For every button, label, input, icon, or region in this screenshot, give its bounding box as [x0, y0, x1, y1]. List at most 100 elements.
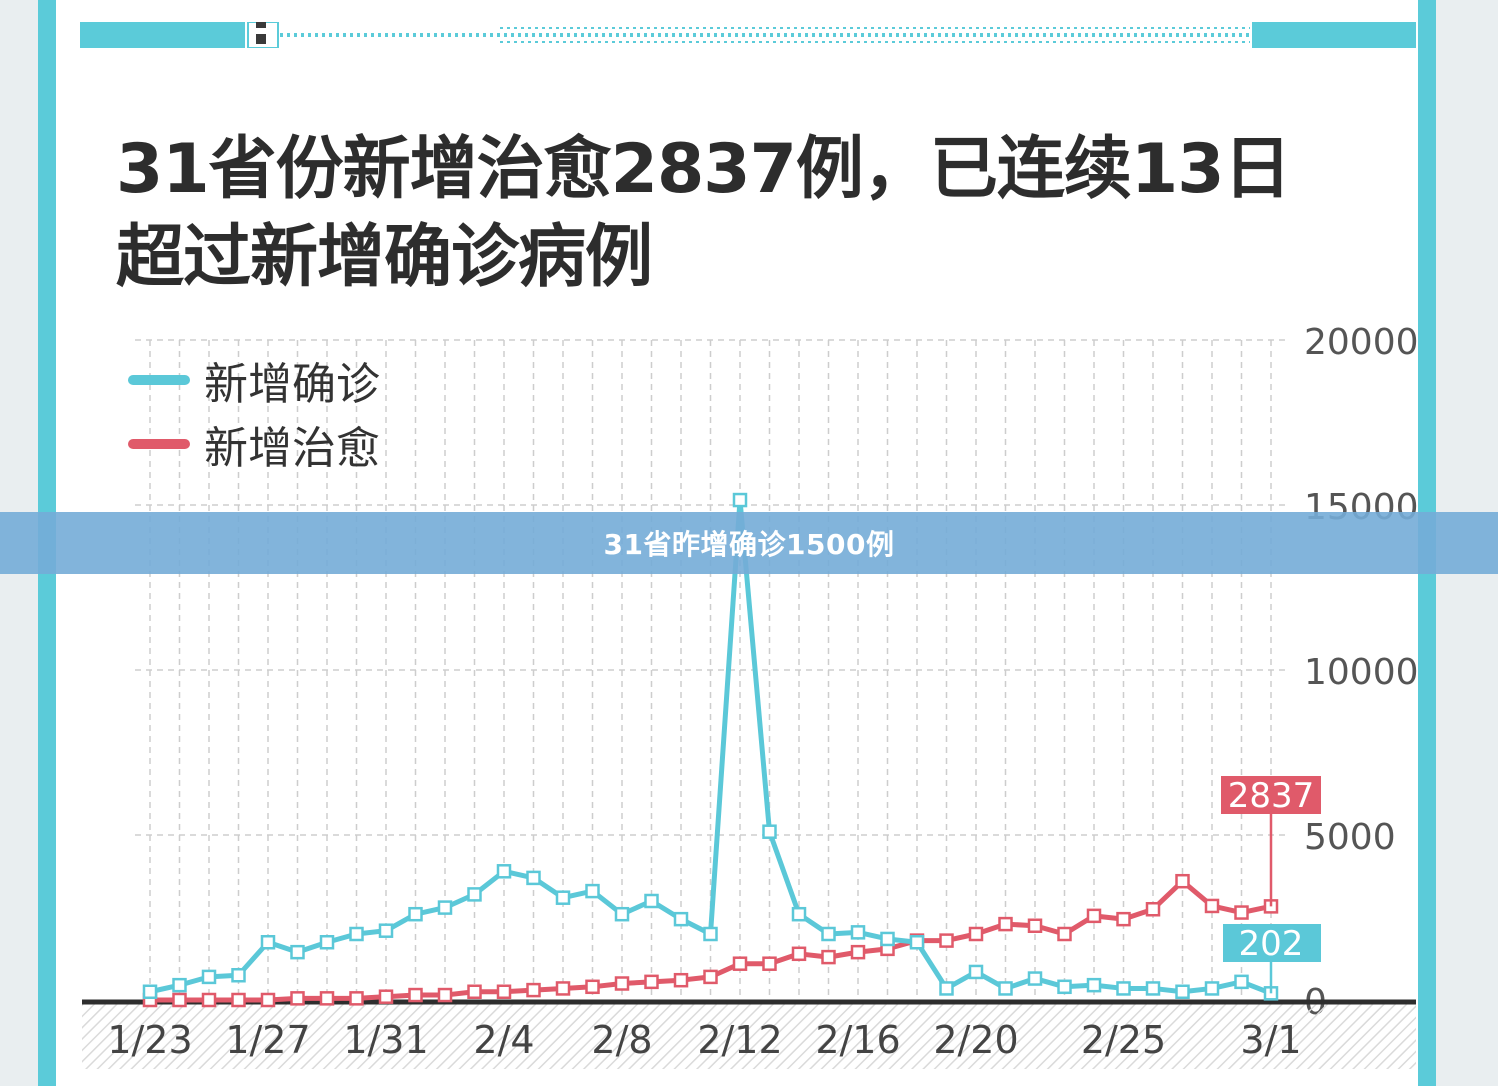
data-point-confirmed — [880, 931, 895, 947]
data-point-confirmed — [408, 906, 423, 922]
x-axis-band — [82, 1003, 1416, 1069]
data-point-cured — [939, 933, 954, 948]
data-point-confirmed — [467, 887, 482, 902]
data-point-confirmed — [1086, 977, 1102, 993]
x-tick-label: 2/4 — [473, 1018, 534, 1062]
data-point-cured — [644, 974, 659, 990]
data-point-confirmed — [349, 926, 364, 942]
data-point-confirmed — [585, 883, 600, 899]
data-point-cured — [172, 992, 187, 1008]
title-line-2: 超过新增确诊病例 — [116, 218, 653, 297]
data-point-confirmed — [526, 870, 541, 886]
data-point-cured — [319, 991, 335, 1006]
data-point-cured — [526, 982, 541, 998]
x-tick-label: 1/27 — [225, 1018, 310, 1062]
data-point-cured — [1057, 926, 1072, 942]
data-point-confirmed — [1145, 981, 1161, 996]
data-point-confirmed — [1116, 981, 1131, 996]
data-point-confirmed — [850, 925, 866, 940]
data-point-confirmed — [201, 969, 217, 985]
data-point-confirmed — [1175, 984, 1190, 999]
legend-item-confirmed: 新增确诊 — [128, 348, 380, 412]
data-point-confirmed — [673, 911, 689, 927]
annotation-box — [1223, 924, 1321, 962]
data-point-confirmed — [968, 964, 984, 980]
data-point-cured — [1116, 911, 1131, 927]
y-tick-label: 5000 — [1304, 817, 1396, 858]
data-point-cured — [791, 946, 807, 962]
data-point-cured — [1175, 873, 1190, 889]
x-tick-label: 2/20 — [933, 1018, 1018, 1062]
chart-legend: 新增确诊 新增治愈 — [128, 348, 380, 476]
data-point-confirmed — [172, 977, 187, 993]
data-point-confirmed — [762, 824, 777, 839]
data-point-confirmed — [791, 906, 807, 922]
data-point-confirmed — [1027, 971, 1043, 986]
data-point-cured — [231, 992, 246, 1008]
data-point-cured — [408, 987, 423, 1003]
data-point-cured — [260, 992, 276, 1008]
title-line-1: 31省份新增治愈2837例，已连续13日 — [116, 130, 1292, 209]
data-point-confirmed — [319, 935, 335, 950]
y-tick-label: 20000 — [1304, 322, 1419, 363]
data-point-cured — [378, 989, 394, 1004]
data-point-confirmed — [1204, 981, 1220, 996]
data-point-cured — [349, 991, 364, 1006]
data-point-cured — [762, 956, 777, 971]
data-point-confirmed — [260, 935, 276, 950]
data-point-confirmed — [732, 492, 748, 508]
data-point-cured — [290, 991, 305, 1006]
annotation-box — [1221, 776, 1321, 814]
x-tick-label: 2/25 — [1081, 1018, 1166, 1062]
data-point-cured — [1086, 908, 1102, 924]
data-point-cured — [703, 969, 718, 985]
data-point-cured — [614, 976, 630, 991]
chart-title: 31省份新增治愈2837例，已连续13日 超过新增确诊病例 — [116, 126, 1376, 302]
x-tick-label: 2/12 — [697, 1018, 782, 1062]
annotation-label: 2837 — [1228, 776, 1315, 816]
annotation-label: 202 — [1239, 924, 1304, 964]
data-point-confirmed — [1057, 979, 1072, 995]
data-point-cured — [1027, 918, 1043, 933]
data-point-confirmed — [231, 968, 246, 983]
x-tick-label: 1/31 — [343, 1018, 428, 1062]
data-point-cured — [850, 944, 866, 960]
data-point-cured — [821, 949, 836, 965]
data-point-cured — [1234, 905, 1249, 920]
data-point-confirmed — [909, 935, 925, 950]
data-point-cured — [673, 972, 689, 988]
data-point-cured — [201, 992, 217, 1008]
data-point-confirmed — [998, 981, 1013, 996]
data-point-cured — [467, 984, 482, 999]
data-point-cured — [496, 984, 512, 999]
caption-banner-text: 31省昨增确诊1500例 — [603, 528, 895, 561]
data-point-confirmed — [437, 900, 453, 915]
data-point-cured — [555, 981, 571, 996]
legend-label-cured: 新增治愈 — [204, 423, 380, 474]
data-point-cured — [585, 979, 600, 995]
decorative-top-bar — [80, 22, 1416, 48]
data-point-cured — [732, 956, 748, 971]
data-point-confirmed — [496, 864, 512, 879]
legend-item-cured: 新增治愈 — [128, 412, 380, 476]
data-point-cured — [1204, 898, 1220, 914]
data-point-confirmed — [1234, 974, 1249, 990]
data-point-cured — [998, 916, 1013, 932]
y-tick-label: 10000 — [1304, 652, 1419, 693]
data-point-confirmed — [290, 944, 305, 960]
x-tick-label: 2/16 — [815, 1018, 900, 1062]
data-point-confirmed — [821, 926, 836, 942]
x-tick-label: 1/23 — [107, 1018, 192, 1062]
data-point-confirmed — [939, 981, 954, 996]
data-point-confirmed — [142, 984, 158, 999]
data-point-cured — [437, 987, 453, 1003]
data-point-confirmed — [644, 893, 659, 909]
legend-label-confirmed: 新增确诊 — [204, 359, 380, 410]
data-point-confirmed — [378, 923, 394, 938]
data-point-cured — [968, 926, 984, 942]
legend-swatch-cured — [128, 439, 190, 449]
caption-banner: 31省昨增确诊1500例 — [0, 512, 1498, 574]
data-point-confirmed — [614, 906, 630, 922]
x-tick-label: 3/1 — [1240, 1018, 1301, 1062]
legend-swatch-confirmed — [128, 375, 190, 385]
